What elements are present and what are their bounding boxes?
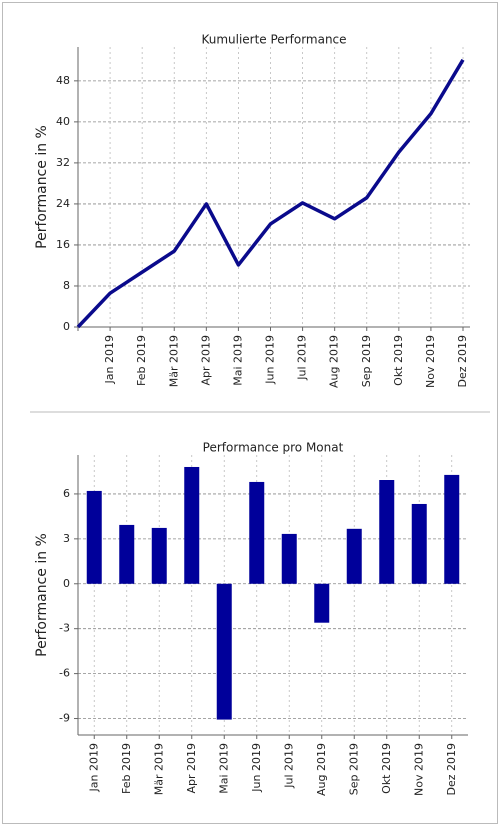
x-tick-label: Apr 2019	[185, 743, 198, 794]
x-tick-label: Jul 2019	[296, 335, 309, 381]
x-tick-label: Aug 2019	[328, 335, 341, 388]
x-tick-label: Nov 2019	[412, 743, 425, 796]
x-tick-label: Aug 2019	[315, 743, 328, 796]
chart-title: Kumulierte Performance	[201, 33, 346, 47]
bar	[151, 527, 167, 584]
bar	[379, 480, 395, 584]
x-tick-label: Sep 2019	[360, 335, 373, 387]
x-tick-label: Dez 2019	[456, 335, 469, 388]
y-tick-label: 0	[63, 320, 70, 333]
chart-title: Performance pro Monat	[203, 441, 344, 455]
x-tick-label: Mai 2019	[217, 743, 230, 794]
bar	[249, 481, 265, 584]
bar	[346, 528, 362, 584]
bar	[119, 524, 135, 584]
bar	[216, 583, 232, 720]
y-tick-label: 32	[56, 156, 70, 169]
x-tick-label: Dez 2019	[445, 743, 458, 796]
x-tick-label: Jun 2019	[264, 335, 277, 385]
x-tick-label: Jan 2019	[87, 743, 100, 792]
x-tick-label: Nov 2019	[424, 335, 437, 388]
bar	[314, 583, 330, 623]
x-tick-label: Jan 2019	[103, 335, 116, 384]
line	[76, 58, 465, 329]
y-tick-label: 48	[56, 74, 70, 87]
x-tick-label: Okt 2019	[392, 335, 405, 386]
y-tick-label: -9	[59, 712, 70, 725]
y-tick-label: 24	[56, 197, 70, 210]
y-tick-label: 8	[63, 279, 70, 292]
y-axis-label: Performance in %	[34, 533, 50, 657]
y-tick-label: -6	[59, 667, 70, 680]
y-tick-label: 6	[63, 487, 70, 500]
x-tick-label: Apr 2019	[199, 335, 212, 386]
y-tick-label: 3	[63, 532, 70, 545]
x-tick-label: Mär 2019	[152, 743, 165, 795]
x-tick-label: Sep 2019	[347, 743, 360, 795]
x-tick-label: Jun 2019	[250, 743, 263, 793]
bar	[184, 466, 200, 584]
x-tick-label: Okt 2019	[380, 743, 393, 794]
y-tick-label: 40	[56, 115, 70, 128]
y-tick-label: 0	[63, 577, 70, 590]
y-axis-label: Performance in %	[34, 125, 50, 249]
bar	[281, 533, 297, 584]
bar	[411, 503, 427, 584]
x-tick-label: Feb 2019	[120, 743, 133, 794]
x-tick-label: Jul 2019	[282, 743, 295, 789]
bar	[444, 474, 460, 584]
x-tick-label: Feb 2019	[135, 335, 148, 386]
x-tick-label: Mär 2019	[167, 335, 180, 387]
y-tick-label: -3	[59, 622, 70, 635]
bar	[86, 490, 102, 584]
y-tick-label: 16	[56, 238, 70, 251]
x-tick-label: Mai 2019	[231, 335, 244, 386]
